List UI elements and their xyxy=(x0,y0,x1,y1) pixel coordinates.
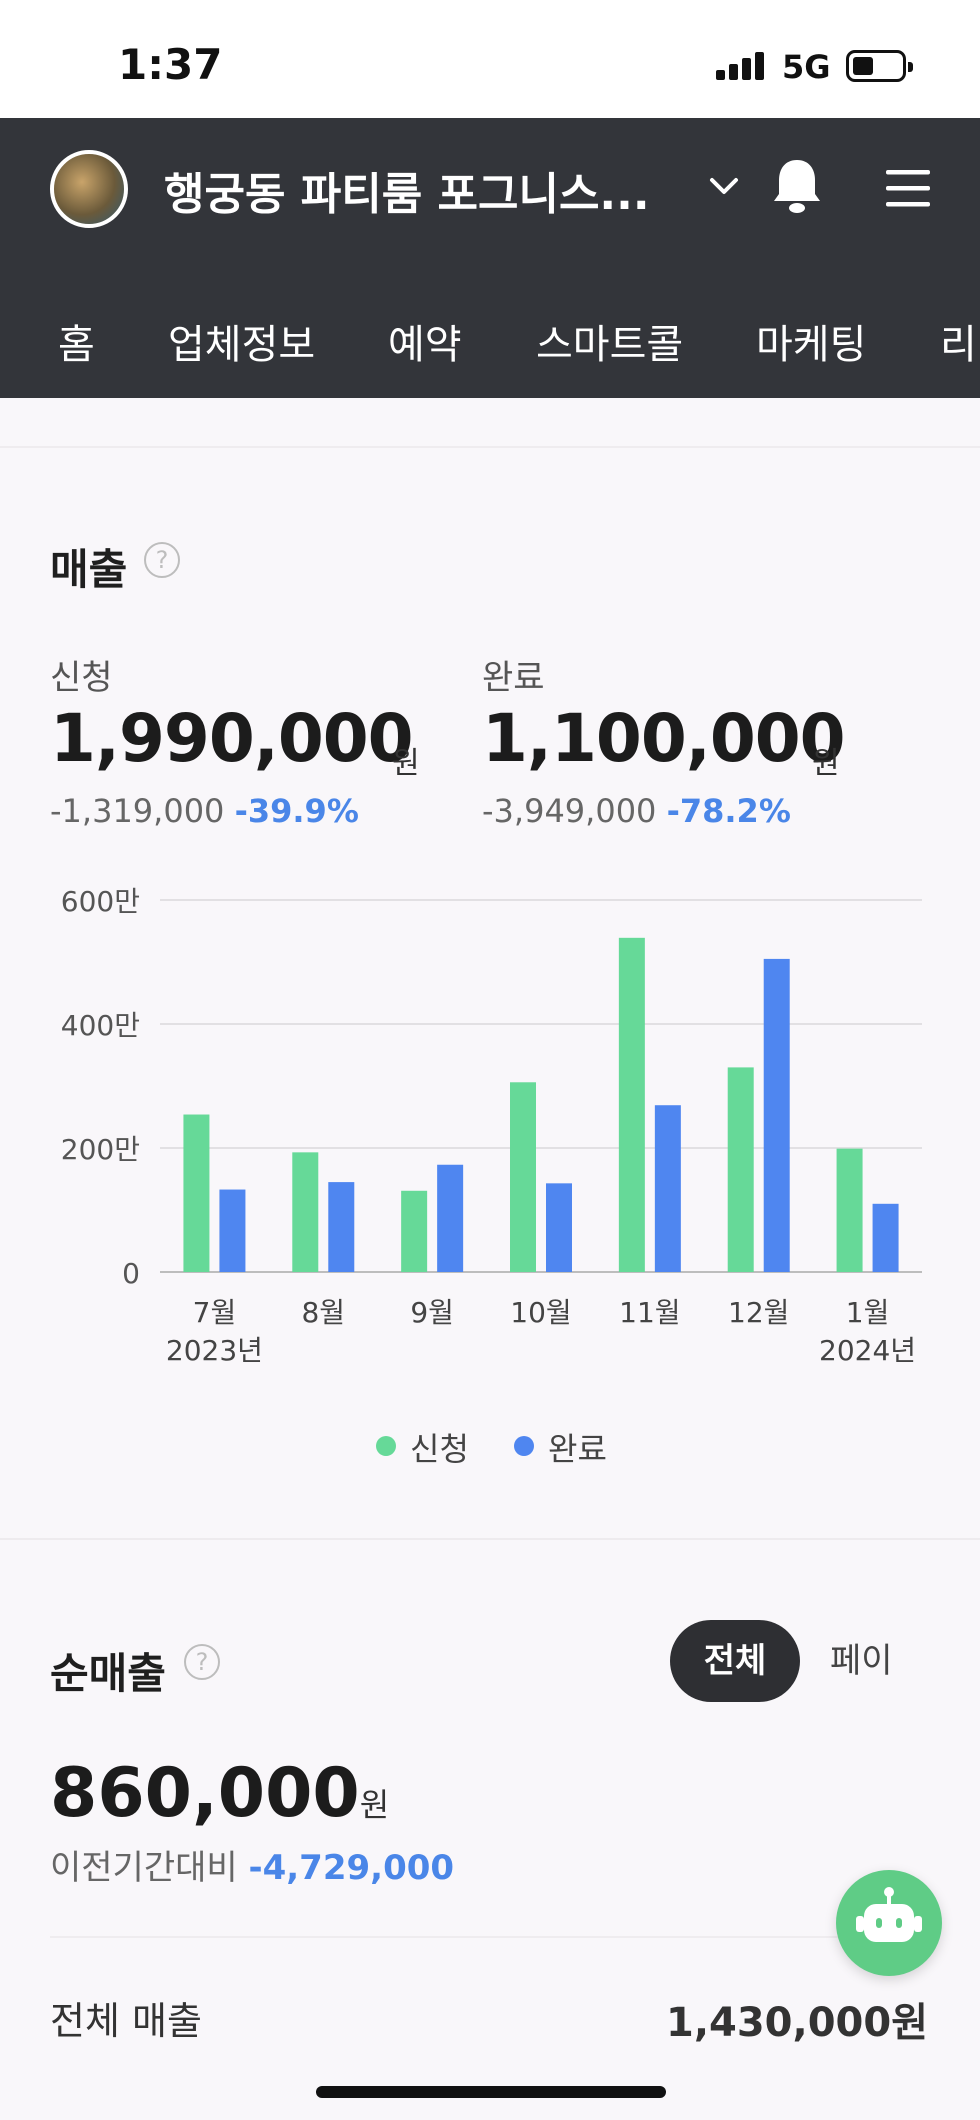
tab-home[interactable]: 홈 xyxy=(58,322,95,368)
x-tick-label: 9월 xyxy=(410,1296,454,1329)
bar-completed xyxy=(763,958,790,1272)
total-sales-value: 1,430,000원 xyxy=(665,2000,928,2046)
completed-unit: 원 xyxy=(812,746,840,781)
applied-change: -1,319,000 -39.9% xyxy=(50,792,359,830)
bar-completed xyxy=(654,1105,681,1272)
status-bar: 1:37 5G xyxy=(0,0,980,118)
signal-icon xyxy=(716,52,766,80)
applied-change-pct: -39.9% xyxy=(234,792,359,830)
applied-unit: 원 xyxy=(392,746,420,781)
segment-all-button[interactable]: 전체 xyxy=(670,1620,800,1702)
bar-completed xyxy=(872,1203,899,1272)
legend-applied-label[interactable]: 신청 xyxy=(410,1430,469,1468)
bar-applied xyxy=(401,1190,428,1272)
net-sales-value: 860,000 xyxy=(50,1754,360,1833)
x-tick-label: 11월 xyxy=(619,1296,680,1329)
legend-completed-dot xyxy=(514,1436,534,1456)
y-tick-label: 600만 xyxy=(61,885,140,918)
app-header: 행궁동 파티룸 포그니스... 홈 업체정보 예약 스마트콜 마케팅 리 xyxy=(0,118,980,398)
robot-icon xyxy=(856,1887,922,1942)
bar-applied xyxy=(836,1148,863,1272)
completed-change: -3,949,000 -78.2% xyxy=(482,792,791,830)
legend-applied-dot xyxy=(376,1436,396,1456)
x-tick-label: 10월 xyxy=(510,1296,571,1329)
applied-amount: 1,990,000 xyxy=(50,700,414,777)
bar-applied xyxy=(183,1114,210,1272)
x-tick-sublabel: 2023년 xyxy=(166,1334,263,1367)
bar-applied xyxy=(727,1067,754,1272)
status-time: 1:37 xyxy=(118,40,223,89)
applied-change-amount: -1,319,000 xyxy=(50,792,225,830)
section-separator xyxy=(0,1538,980,1540)
tab-bar: 홈 업체정보 예약 스마트콜 마케팅 리 xyxy=(0,288,980,388)
total-sales-label: 전체 매출 xyxy=(50,1999,202,2043)
completed-change-pct: -78.2% xyxy=(666,792,791,830)
y-tick-label: 200만 xyxy=(61,1133,140,1166)
row-divider xyxy=(50,1936,930,1938)
network-label: 5G xyxy=(782,48,831,86)
net-sales-title: 순매출 xyxy=(50,1649,166,1698)
battery-icon xyxy=(846,50,913,82)
y-tick-label: 0 xyxy=(122,1257,140,1290)
bell-icon[interactable] xyxy=(770,156,824,216)
store-title[interactable]: 행궁동 파티룸 포그니스... xyxy=(164,169,650,220)
completed-label: 완료 xyxy=(482,658,545,698)
help-icon[interactable]: ? xyxy=(144,542,180,578)
net-sales-amount: 860,000원 xyxy=(50,1754,389,1833)
tab-business-info[interactable]: 업체정보 xyxy=(168,322,316,368)
y-tick-label: 400만 xyxy=(61,1009,140,1042)
compare-value: -4,729,000 xyxy=(248,1848,455,1888)
sales-title: 매출 xyxy=(50,545,128,594)
x-tick-label: 1월 xyxy=(846,1296,890,1329)
net-sales-compare: 이전기간대비 -4,729,000 xyxy=(50,1840,454,1889)
store-avatar[interactable] xyxy=(50,150,128,228)
completed-change-amount: -3,949,000 xyxy=(482,792,657,830)
bar-applied xyxy=(618,937,645,1272)
net-sales-help-icon[interactable]: ? xyxy=(184,1644,220,1680)
completed-amount: 1,100,000 xyxy=(482,700,846,777)
sales-chart: 0 200만 400만 600만 7월 2023년 8월 9월 10월 11월 12월 1월 2024년 xyxy=(61,885,922,1367)
bar-applied xyxy=(292,1152,319,1272)
chevron-down-icon[interactable] xyxy=(704,166,744,206)
x-tick-label: 12월 xyxy=(728,1296,789,1329)
legend-completed-label[interactable]: 완료 xyxy=(548,1430,607,1468)
section-divider xyxy=(0,398,980,448)
x-tick-label: 8월 xyxy=(301,1296,345,1329)
chatbot-button[interactable] xyxy=(836,1870,942,1976)
tab-smartcall[interactable]: 스마트콜 xyxy=(536,322,684,368)
bar-completed xyxy=(437,1164,464,1272)
tab-marketing[interactable]: 마케팅 xyxy=(756,322,867,368)
bar-completed xyxy=(546,1183,572,1272)
home-indicator xyxy=(316,2086,666,2098)
net-sales-unit: 원 xyxy=(359,1786,390,1824)
bar-applied xyxy=(510,1082,536,1272)
segment-pay-button[interactable]: 페이 xyxy=(830,1641,893,1681)
x-tick-sublabel: 2024년 xyxy=(819,1334,916,1367)
tab-review[interactable]: 리 xyxy=(940,322,977,368)
x-tick-label: 7월 xyxy=(193,1296,237,1329)
bar-completed xyxy=(328,1182,355,1272)
applied-label: 신청 xyxy=(50,658,113,698)
bar-completed xyxy=(219,1189,246,1272)
tab-reservation[interactable]: 예약 xyxy=(388,322,462,368)
menu-icon[interactable] xyxy=(884,166,932,210)
compare-label: 이전기간대비 xyxy=(50,1848,238,1888)
